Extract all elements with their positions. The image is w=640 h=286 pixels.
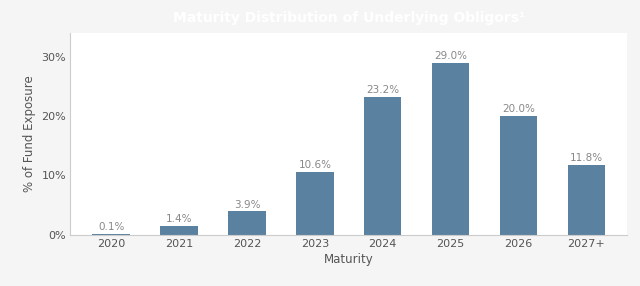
Text: 0.1%: 0.1% bbox=[98, 222, 124, 232]
Text: 1.4%: 1.4% bbox=[166, 214, 192, 225]
Text: 3.9%: 3.9% bbox=[234, 200, 260, 210]
Bar bbox=[161, 226, 198, 235]
Bar bbox=[296, 172, 333, 235]
Bar bbox=[228, 211, 266, 235]
Bar bbox=[432, 63, 469, 235]
Text: Maturity Distribution of Underlying Obligors¹: Maturity Distribution of Underlying Obli… bbox=[173, 11, 525, 25]
Bar bbox=[500, 116, 537, 235]
X-axis label: Maturity: Maturity bbox=[324, 253, 374, 266]
Text: 10.6%: 10.6% bbox=[298, 160, 332, 170]
Y-axis label: % of Fund Exposure: % of Fund Exposure bbox=[23, 76, 36, 192]
Text: 20.0%: 20.0% bbox=[502, 104, 535, 114]
Bar bbox=[568, 164, 605, 235]
Bar bbox=[364, 97, 401, 235]
Text: 29.0%: 29.0% bbox=[434, 51, 467, 61]
Text: 11.8%: 11.8% bbox=[570, 153, 603, 163]
Text: 23.2%: 23.2% bbox=[366, 85, 399, 95]
Bar bbox=[92, 234, 130, 235]
